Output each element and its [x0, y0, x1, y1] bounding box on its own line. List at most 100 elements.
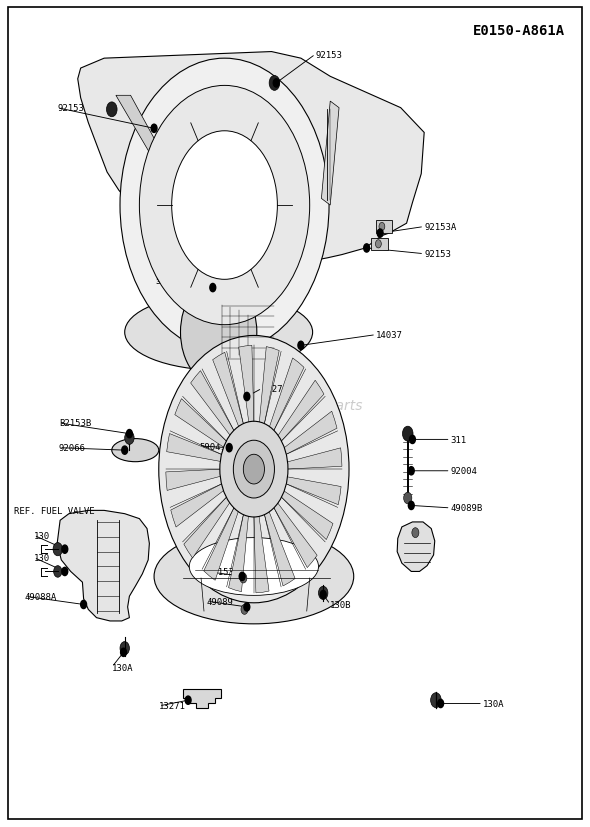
- Polygon shape: [183, 690, 221, 709]
- Text: 13270: 13270: [262, 385, 289, 394]
- Circle shape: [230, 373, 234, 380]
- Polygon shape: [57, 511, 149, 621]
- Circle shape: [220, 422, 288, 518]
- Circle shape: [124, 432, 134, 445]
- Polygon shape: [280, 490, 333, 540]
- Polygon shape: [259, 347, 279, 427]
- Polygon shape: [283, 412, 337, 456]
- Circle shape: [431, 693, 441, 708]
- Circle shape: [375, 241, 381, 249]
- Text: eReplacementParts: eReplacementParts: [227, 399, 363, 412]
- Circle shape: [241, 605, 248, 614]
- Circle shape: [438, 700, 444, 708]
- Circle shape: [185, 696, 191, 705]
- Circle shape: [210, 284, 216, 292]
- Polygon shape: [277, 380, 324, 443]
- Text: 92153: 92153: [424, 250, 451, 259]
- Bar: [376, 221, 392, 234]
- Polygon shape: [322, 102, 339, 206]
- Circle shape: [181, 280, 257, 386]
- Text: 92004: 92004: [451, 466, 477, 476]
- Circle shape: [219, 370, 224, 377]
- Circle shape: [62, 545, 68, 553]
- Circle shape: [319, 586, 328, 600]
- Bar: [371, 239, 388, 251]
- Circle shape: [244, 603, 250, 611]
- Text: B2153B: B2153B: [59, 419, 91, 428]
- Text: 49088A: 49088A: [25, 592, 57, 601]
- Polygon shape: [200, 267, 220, 291]
- Polygon shape: [204, 506, 239, 581]
- Circle shape: [159, 336, 349, 603]
- Circle shape: [239, 572, 245, 581]
- Text: REF. FUEL VALVE: REF. FUEL VALVE: [14, 506, 95, 515]
- Text: 130: 130: [34, 553, 50, 562]
- Circle shape: [408, 467, 414, 476]
- Polygon shape: [264, 510, 295, 586]
- Text: 130B: 130B: [330, 600, 352, 609]
- Circle shape: [197, 352, 246, 422]
- Circle shape: [243, 455, 264, 485]
- Circle shape: [227, 444, 232, 452]
- Circle shape: [107, 103, 117, 117]
- Text: 92153A: 92153A: [424, 222, 457, 232]
- Circle shape: [408, 502, 414, 510]
- Text: 59088: 59088: [155, 277, 182, 286]
- Circle shape: [151, 125, 157, 133]
- Circle shape: [139, 86, 310, 325]
- Circle shape: [240, 573, 247, 583]
- Text: 130A: 130A: [112, 663, 133, 672]
- Circle shape: [402, 427, 413, 442]
- Text: 82153B: 82153B: [207, 567, 239, 576]
- Polygon shape: [212, 353, 244, 429]
- Polygon shape: [191, 371, 235, 437]
- Circle shape: [217, 384, 221, 390]
- Text: 14037: 14037: [376, 331, 403, 340]
- Circle shape: [209, 373, 214, 380]
- Polygon shape: [175, 399, 228, 449]
- Circle shape: [363, 245, 369, 253]
- Text: 130A: 130A: [483, 699, 504, 708]
- Circle shape: [172, 131, 277, 280]
- Circle shape: [53, 543, 63, 556]
- Text: 92066: 92066: [59, 443, 86, 452]
- Circle shape: [379, 223, 385, 232]
- Polygon shape: [254, 514, 269, 593]
- Polygon shape: [397, 523, 435, 571]
- Polygon shape: [273, 502, 317, 568]
- Polygon shape: [116, 96, 183, 199]
- Circle shape: [244, 393, 250, 401]
- Circle shape: [120, 59, 329, 352]
- Polygon shape: [269, 359, 304, 433]
- Circle shape: [273, 79, 279, 88]
- Polygon shape: [166, 470, 222, 490]
- Circle shape: [54, 566, 62, 577]
- Circle shape: [377, 230, 383, 238]
- Circle shape: [233, 441, 274, 499]
- Ellipse shape: [124, 294, 313, 370]
- Text: 130: 130: [34, 531, 50, 540]
- Circle shape: [122, 447, 127, 455]
- Polygon shape: [228, 513, 248, 592]
- Circle shape: [269, 76, 280, 91]
- Text: 92153: 92153: [57, 104, 84, 113]
- Circle shape: [120, 642, 129, 655]
- Polygon shape: [78, 52, 424, 272]
- Ellipse shape: [189, 538, 319, 595]
- Circle shape: [404, 493, 412, 504]
- Text: 311: 311: [451, 435, 467, 444]
- Circle shape: [81, 600, 87, 609]
- Polygon shape: [239, 346, 254, 425]
- Ellipse shape: [112, 439, 159, 462]
- Polygon shape: [171, 484, 225, 528]
- Circle shape: [62, 567, 68, 576]
- Circle shape: [126, 430, 132, 438]
- Text: 92153: 92153: [316, 50, 342, 60]
- Circle shape: [230, 394, 234, 400]
- Circle shape: [209, 394, 214, 400]
- Circle shape: [412, 528, 419, 538]
- Polygon shape: [184, 496, 231, 558]
- Text: 49089: 49089: [207, 597, 234, 606]
- Circle shape: [409, 436, 415, 444]
- Text: E0150-A861A: E0150-A861A: [473, 25, 565, 38]
